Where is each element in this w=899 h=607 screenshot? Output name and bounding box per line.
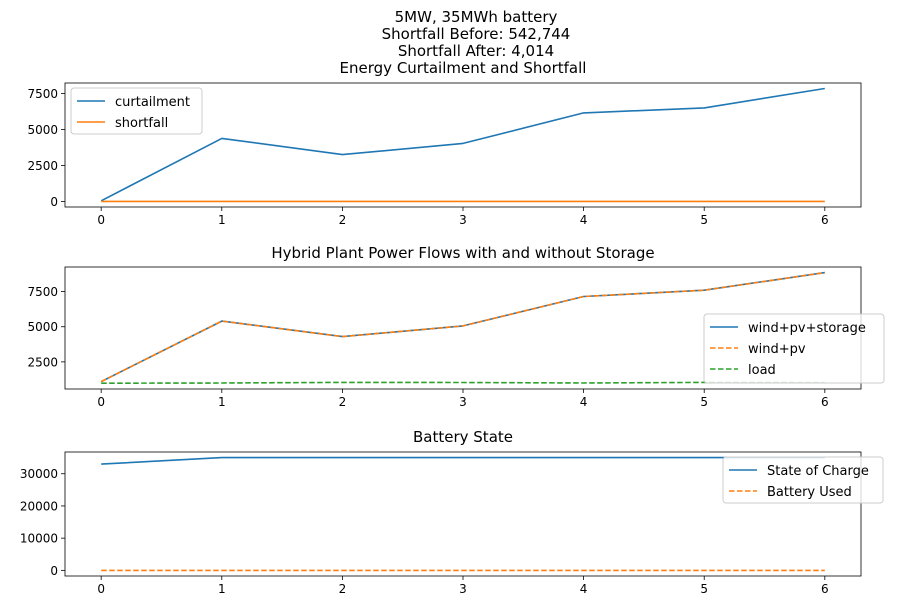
subplot-title: Battery State [413,428,513,446]
x-tick-label: 2 [339,582,347,596]
y-tick-label: 7500 [27,87,58,101]
suptitle-line-1: 5MW, 35MWh battery [395,8,558,26]
y-tick-label: 10000 [20,532,58,546]
x-tick-label: 0 [97,582,105,596]
x-tick-label: 3 [459,395,467,409]
x-tick-label: 6 [821,213,829,227]
legend-label: Battery Used [767,485,852,500]
suptitle-line-2: Shortfall Before: 542,744 [382,25,571,43]
legend-box [722,456,884,504]
subplot-2: Hybrid Plant Power Flows with and withou… [27,244,885,409]
legend-label: wind+pv+storage [748,321,866,336]
x-tick-label: 6 [821,582,829,596]
axes-frame [64,451,862,577]
legend-label: State of Charge [767,464,869,479]
x-tick-label: 2 [339,213,347,227]
axes-frame [64,82,862,208]
x-tick-label: 0 [97,213,105,227]
legend-box [703,313,885,384]
legend-label: wind+pv [748,342,806,357]
x-tick-label: 5 [700,582,708,596]
x-tick-label: 3 [459,582,467,596]
suptitle-line-3: Shortfall After: 4,014 [398,42,554,60]
y-tick-label: 30000 [20,467,58,481]
x-tick-label: 0 [97,395,105,409]
y-tick-label: 20000 [20,499,58,513]
x-tick-label: 1 [218,582,226,596]
subplot-3: Battery State 0 1 2 3 4 5 6 0 10000 20000 30000 Stat… [20,428,884,596]
x-tick-label: 1 [218,213,226,227]
series-line-wind-pv [100,271,825,383]
legend: State of Charge Battery Used [722,456,884,504]
y-tick-label: 2500 [27,159,58,173]
series-line-curtailment [100,87,825,202]
x-tick-label: 4 [580,213,588,227]
x-tick-label: 5 [700,213,708,227]
legend-label: shortfall [115,116,168,131]
subplot-title: Hybrid Plant Power Flows with and withou… [271,244,654,262]
subplot-1: Energy Curtailment and Shortfall 0 1 2 3 4 5 6 0… [27,59,862,227]
y-tick-label: 7500 [27,285,58,299]
x-tick-label: 2 [339,395,347,409]
x-tick-label: 4 [580,395,588,409]
legend: wind+pv+storage wind+pv load [703,313,885,384]
y-tick-label: 5000 [27,320,58,334]
y-tick-label: 5000 [27,123,58,137]
series-line-state-of-charge [101,456,825,465]
x-tick-label: 3 [459,213,467,227]
legend: curtailment shortfall [70,87,203,135]
x-tick-label: 6 [821,395,829,409]
legend-label: curtailment [115,95,190,110]
y-tick-label: 2500 [27,355,58,369]
y-tick-label: 0 [50,195,58,209]
legend-label: load [748,363,776,378]
x-tick-label: 4 [580,582,588,596]
y-tick-label: 0 [50,564,58,578]
x-tick-label: 1 [218,395,226,409]
x-tick-label: 5 [700,395,708,409]
subplot-title: Energy Curtailment and Shortfall [340,59,587,77]
